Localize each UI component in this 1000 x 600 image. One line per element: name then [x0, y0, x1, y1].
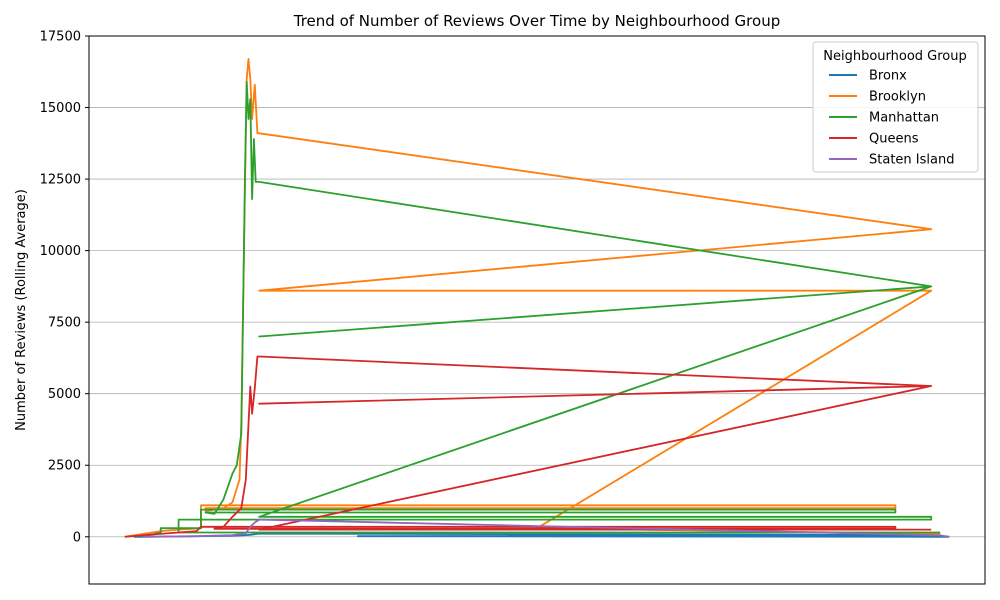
plot-frame	[88, 35, 986, 585]
grid-lines	[89, 35, 985, 538]
series-lines	[124, 58, 950, 538]
y-axis: 0 2500 5000 7500 10000 12500 15000 17500	[40, 30, 89, 545]
legend-label: Bronx	[869, 69, 907, 84]
series-line-queens	[124, 355, 933, 538]
legend-label: Manhattan	[869, 111, 939, 126]
chart-title: Trend of Number of Reviews Over Time by …	[293, 12, 780, 30]
y-tick-label: 17500	[40, 30, 81, 45]
series-line-staten-island	[142, 518, 950, 538]
legend-label: Staten Island	[869, 153, 954, 168]
y-tick-label: 0	[73, 530, 81, 545]
series-line-manhattan	[142, 80, 941, 538]
y-tick-label: 10000	[40, 244, 81, 259]
legend-label: Queens	[869, 132, 919, 147]
y-tick-label: 7500	[48, 316, 81, 331]
y-tick-label: 15000	[40, 101, 81, 116]
y-tick-label: 2500	[48, 459, 81, 474]
legend-title: Neighbourhood Group	[823, 49, 967, 64]
legend: Neighbourhood Group Bronx Brooklyn Manhatt…	[812, 41, 979, 173]
y-axis-label: Number of Reviews (Rolling Average)	[14, 189, 29, 431]
legend-items: Bronx Brooklyn Manhattan Queens Staten Islan…	[829, 69, 954, 168]
series-line-bronx	[133, 532, 950, 538]
y-tick-label: 5000	[48, 387, 81, 402]
y-tick-label: 12500	[40, 173, 81, 188]
legend-label: Brooklyn	[869, 90, 926, 105]
